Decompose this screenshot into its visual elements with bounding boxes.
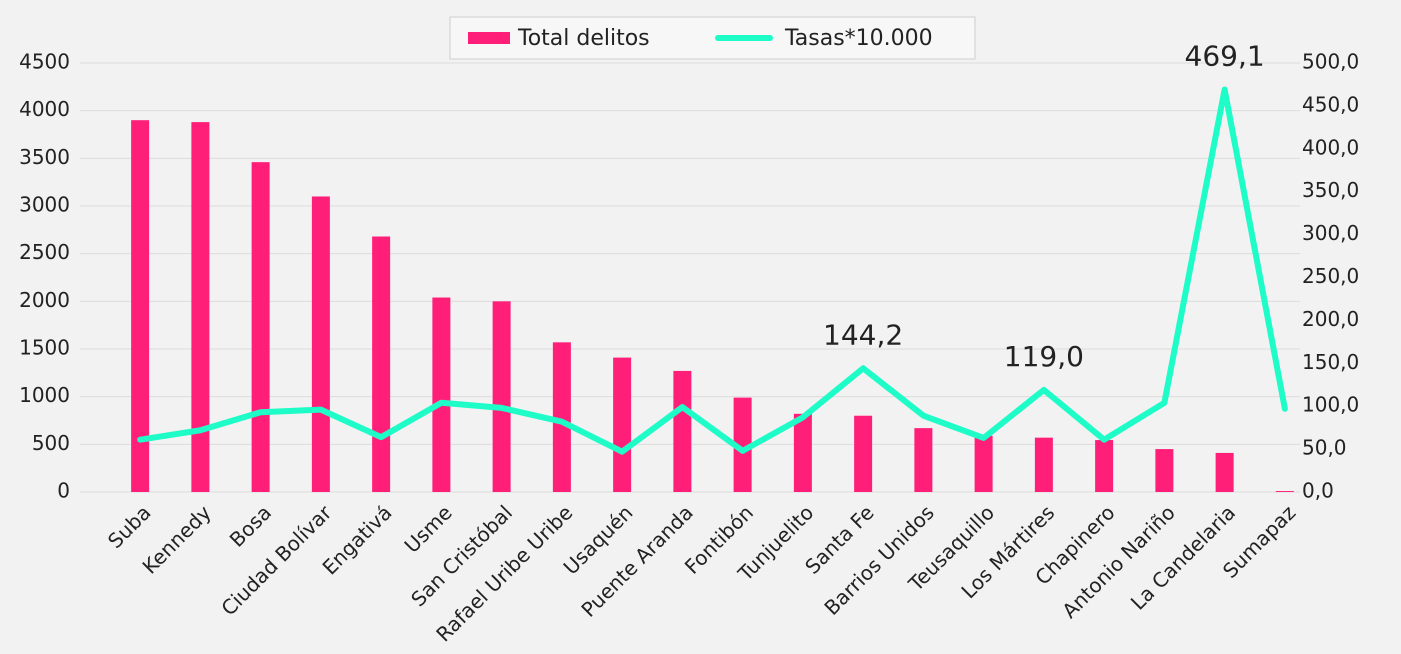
bar — [1034, 437, 1053, 492]
bar — [432, 297, 451, 492]
y2-tick-label: 150,0 — [1302, 350, 1359, 374]
data-label: 119,0 — [1004, 340, 1084, 373]
bar — [613, 357, 632, 492]
y2-tick-label: 50,0 — [1302, 436, 1347, 460]
data-label: 144,2 — [823, 318, 903, 351]
y2-tick-label: 200,0 — [1302, 307, 1359, 331]
y-tick-label: 500 — [32, 431, 70, 455]
y2-tick-label: 350,0 — [1302, 178, 1359, 202]
bar — [1215, 452, 1234, 492]
bar — [251, 162, 270, 492]
bar — [131, 120, 150, 492]
y-tick-label: 3500 — [19, 145, 70, 169]
legend-swatch — [468, 32, 510, 44]
y-tick-label: 0 — [57, 479, 70, 503]
legend-label: Tasas*10.000 — [784, 26, 933, 51]
line — [137, 86, 1288, 455]
bar — [733, 397, 752, 492]
y2-tick-label: 250,0 — [1302, 264, 1359, 288]
legend-label: Total delitos — [517, 26, 650, 51]
bar — [1155, 449, 1174, 492]
bar — [311, 196, 330, 492]
y-tick-label: 2500 — [19, 240, 70, 264]
y2-tick-label: 500,0 — [1302, 50, 1359, 74]
y-tick-label: 1500 — [19, 336, 70, 360]
bar — [552, 342, 571, 492]
y-tick-label: 4000 — [19, 97, 70, 121]
bar — [1095, 440, 1114, 492]
bar — [974, 435, 993, 492]
y-tick-label: 3000 — [19, 193, 70, 217]
data-label: 469,1 — [1185, 40, 1265, 73]
bar — [673, 370, 692, 492]
y-tick-label: 4500 — [19, 50, 70, 74]
y-tick-label: 2000 — [19, 288, 70, 312]
bar — [191, 122, 210, 493]
bar — [793, 413, 812, 492]
bar — [372, 236, 391, 492]
y2-tick-label: 0,0 — [1302, 479, 1334, 503]
bar — [492, 301, 511, 492]
y2-tick-label: 300,0 — [1302, 221, 1359, 245]
legend-box — [449, 16, 976, 60]
bar — [1275, 491, 1294, 492]
y-tick-label: 1000 — [19, 383, 70, 407]
bar — [854, 415, 873, 492]
y2-tick-label: 450,0 — [1302, 92, 1359, 116]
y2-tick-label: 100,0 — [1302, 393, 1359, 417]
y2-tick-label: 400,0 — [1302, 135, 1359, 159]
bar — [914, 428, 933, 492]
